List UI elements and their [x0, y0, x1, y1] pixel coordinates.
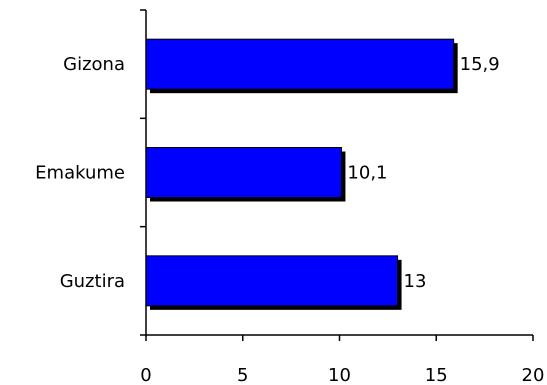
data-label-guztira: 13 — [404, 271, 427, 292]
data-label-gizona: 15,9 — [460, 54, 500, 75]
bar-guztira — [145, 255, 399, 307]
bar-gizona — [145, 38, 455, 90]
axes — [140, 9, 534, 341]
bar-emakume — [145, 147, 342, 198]
data-label-emakume: 10,1 — [347, 163, 387, 184]
category-label-guztira: Guztira — [60, 271, 125, 292]
labels: Gizona 15,9 Emakume 10,1 Guztira 13 0 5 10 15 20 — [35, 54, 544, 385]
x-tick-label-20: 20 — [522, 365, 545, 385]
x-tick-label-5: 5 — [237, 365, 248, 385]
category-label-emakume: Emakume — [35, 163, 125, 184]
x-tick-label-0: 0 — [140, 365, 151, 385]
bars — [145, 38, 455, 307]
x-tick-label-10: 10 — [328, 365, 351, 385]
x-tick-label-15: 15 — [425, 365, 448, 385]
category-label-gizona: Gizona — [63, 54, 125, 75]
